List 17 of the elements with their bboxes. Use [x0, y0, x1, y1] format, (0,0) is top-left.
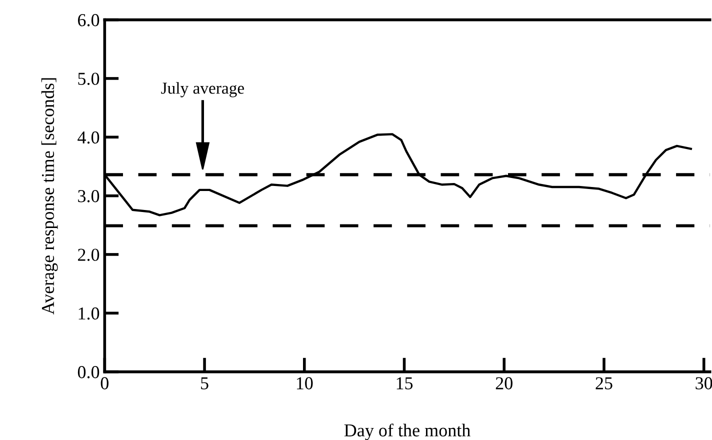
x-tick-label: 0 [100, 377, 108, 390]
y-tick-label: 0.0 [78, 366, 100, 378]
y-tick-label: 1.0 [78, 307, 100, 320]
x-tick-label: 5 [201, 377, 208, 390]
y-tick-label: 3.0 [78, 190, 100, 202]
y-tick-label: 4.0 [78, 131, 100, 144]
annotation: July average [161, 82, 244, 98]
y-tick-label: 5.0 [78, 72, 100, 85]
x-tick-label: 30 [696, 377, 712, 390]
x-tick-label: 20 [496, 377, 512, 390]
x-tick-label: 15 [396, 377, 413, 390]
y-tick-label: 6.0 [78, 14, 100, 26]
x-axis-title: Day of the month [344, 424, 470, 440]
x-tick-label: 25 [596, 377, 612, 390]
x-tick-label: 10 [296, 377, 313, 390]
y-axis-title: Average response time [seconds] [41, 78, 58, 315]
y-tick-label: 2.0 [78, 248, 100, 261]
